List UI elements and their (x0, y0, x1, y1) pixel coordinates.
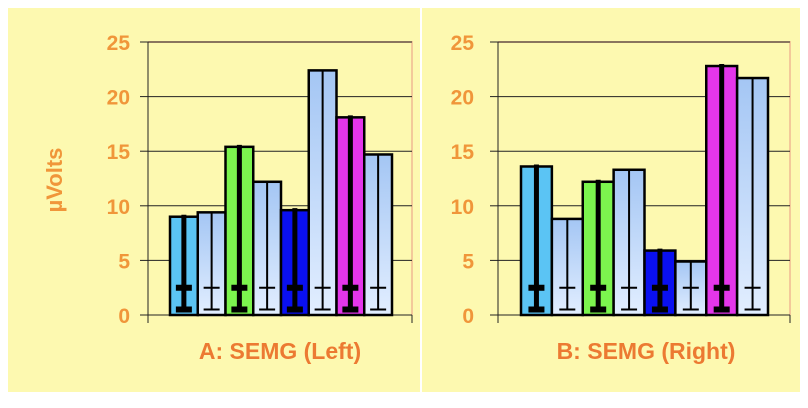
y-tick-label: 0 (118, 305, 130, 328)
y-tick-label: 5 (462, 250, 474, 273)
y-tick-label: 5 (118, 250, 130, 273)
y-tick-label: 25 (451, 32, 475, 55)
y-axis-label: µVolts (42, 148, 67, 213)
y-tick-label: 25 (107, 32, 131, 55)
y-tick-label: 20 (107, 87, 130, 110)
y-tick-label: 15 (451, 141, 475, 164)
y-tick-label: 0 (462, 305, 474, 328)
chart-b-title: B: SEMG (Right) (557, 338, 736, 364)
y-tick-label: 15 (107, 141, 131, 164)
chart-a-title: A: SEMG (Left) (199, 338, 361, 364)
y-tick-label: 10 (107, 196, 130, 219)
y-tick-label: 10 (451, 196, 474, 219)
y-tick-label: 20 (451, 87, 474, 110)
